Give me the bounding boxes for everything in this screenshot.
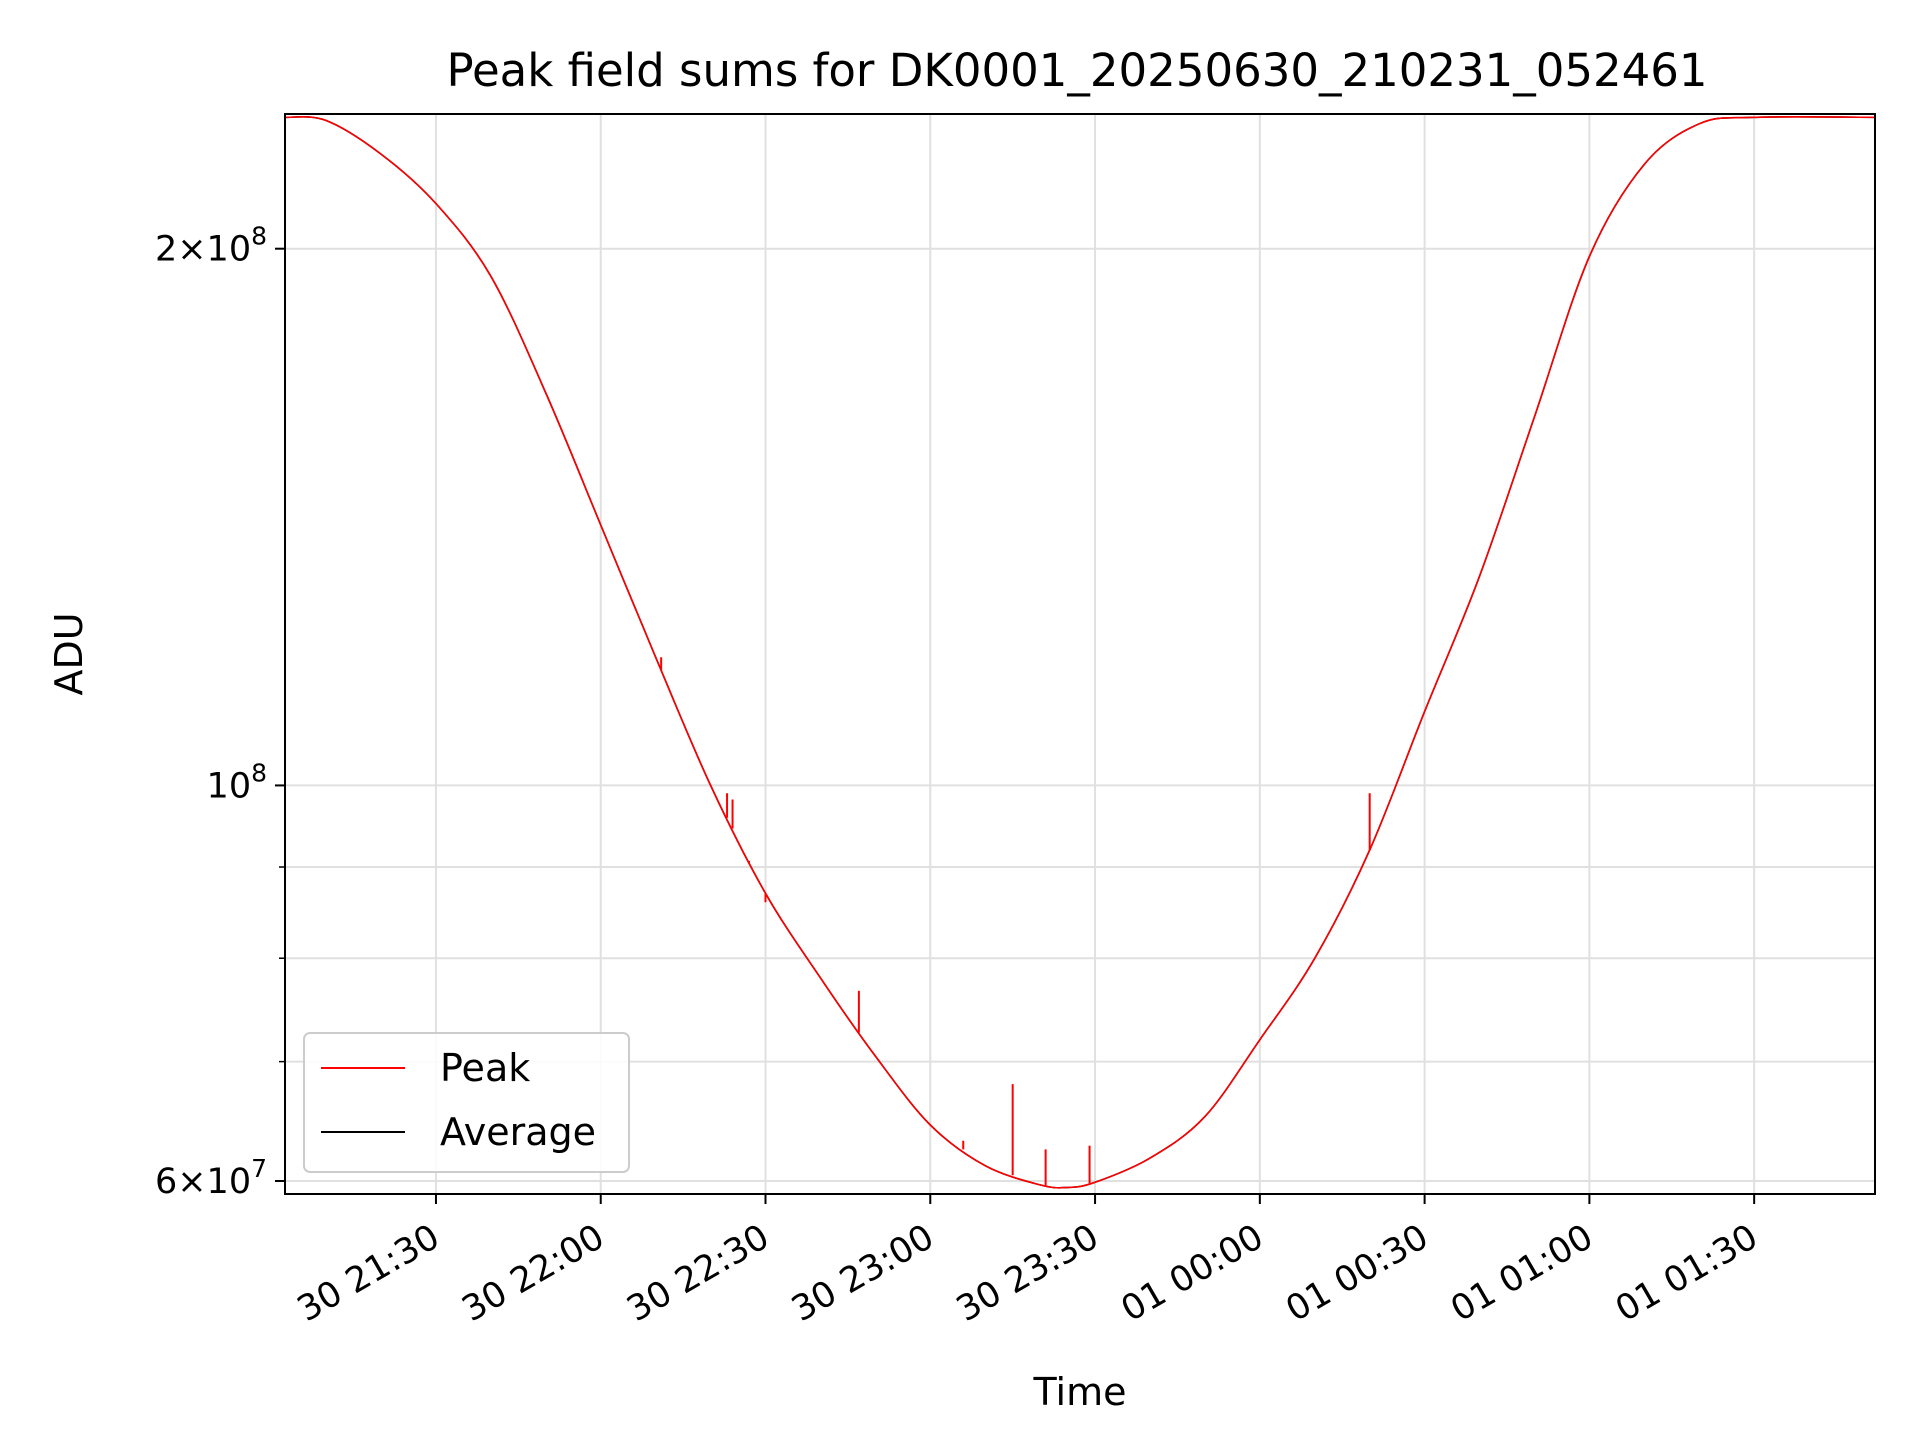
plot-frame	[284, 113, 1876, 1195]
legend: Peak Average	[303, 1032, 630, 1173]
legend-label-peak: Peak	[440, 1046, 530, 1090]
y-tick-label: 108	[207, 758, 267, 806]
chart-title: Peak field sums for DK0001_20250630_2102…	[446, 44, 1707, 97]
series-layer	[284, 116, 1876, 1189]
x-axis-label: Time	[1033, 1370, 1127, 1414]
legend-label-average: Average	[440, 1110, 596, 1154]
grid	[285, 114, 1875, 1194]
y-axis-label: ADU	[47, 612, 91, 695]
y-tick-label: 2×108	[155, 222, 267, 270]
series-line-peak	[284, 116, 1876, 1189]
y-tick-label: 6×107	[155, 1154, 267, 1202]
